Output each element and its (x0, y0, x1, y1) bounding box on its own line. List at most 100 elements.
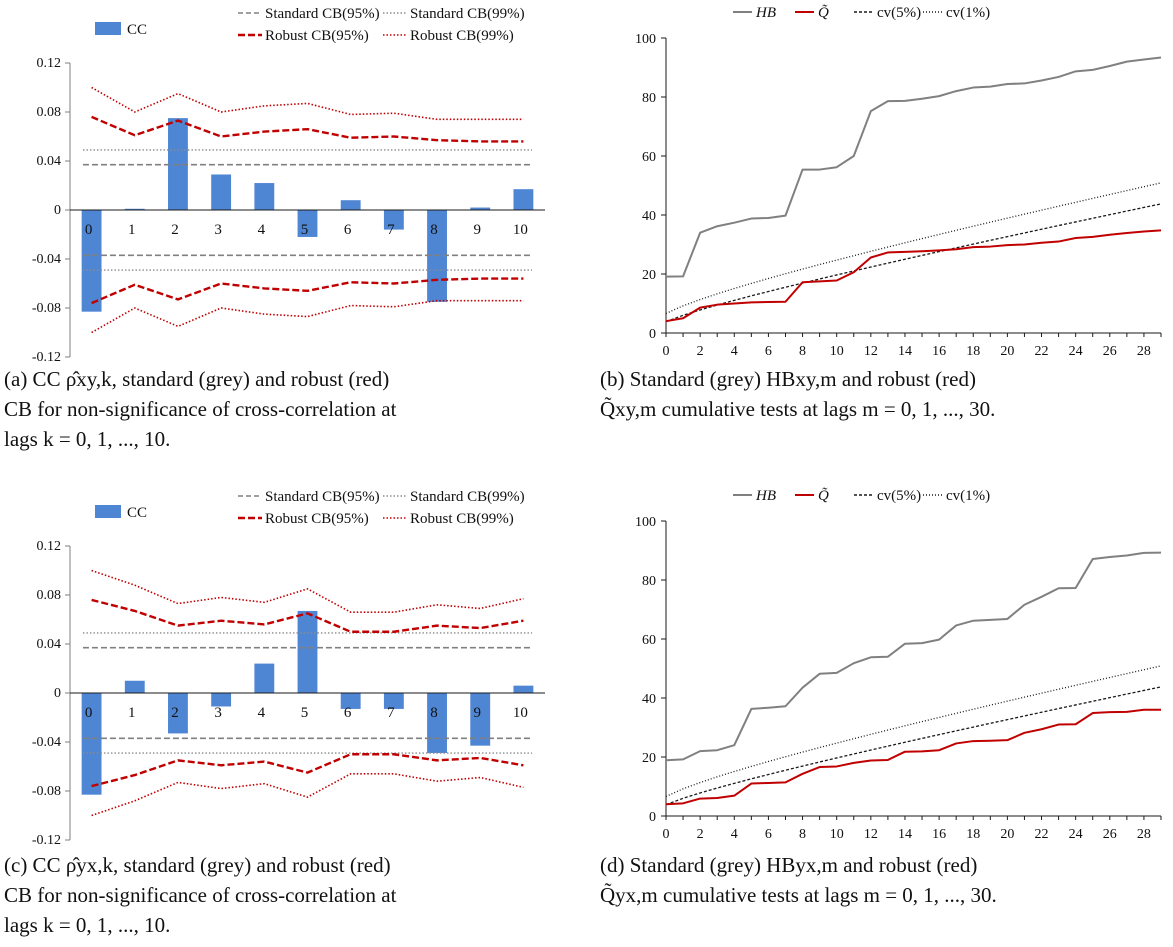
x-tick-label: 10 (830, 344, 844, 359)
cc-bar (211, 174, 232, 210)
legend-standard-cb99-label: Standard CB(99%) (410, 6, 525, 22)
legend-cv5-label: cv(5%) (877, 488, 921, 504)
y-tick-label: 100 (635, 515, 656, 530)
cc-bar (383, 210, 404, 230)
x-category-label: 3 (214, 222, 222, 238)
q-tilde-series-line (665, 229, 1162, 323)
x-tick-label: 24 (1069, 344, 1083, 359)
robust-cb95-upper (91, 598, 524, 633)
x-category-label: 5 (301, 222, 309, 238)
cc-bar (168, 693, 188, 734)
x-tick-label: 24 (1069, 827, 1083, 842)
y-tick-label: 40 (642, 209, 656, 224)
y-tick-label: 0.12 (37, 539, 62, 554)
legend-robust-cb95-label: Robust CB(95%) (265, 511, 369, 527)
chart-panel-a: CC Standard CB(95%) Standard CB(99%) Robust… (0, 0, 560, 365)
x-tick-label: 16 (932, 827, 946, 842)
y-tick-label: 0.12 (37, 56, 62, 71)
x-category-label: 5 (301, 705, 309, 721)
hb-series-line (665, 56, 1162, 278)
x-tick-label: 16 (932, 344, 946, 359)
x-category-label: 0 (85, 222, 93, 238)
cc-bar (470, 693, 491, 746)
legend-robust-cb99-label: Robust CB(99%) (410, 511, 514, 527)
cc-bar (513, 685, 534, 693)
y-tick-label: 0 (54, 203, 61, 218)
robust-cb99-lower (91, 299, 524, 334)
cc-bar-chart-yx: CC Standard CB(95%) Standard CB(99%) Robust… (32, 489, 545, 848)
legend-hb-label: HB (755, 5, 776, 21)
hb-series-line (665, 551, 1162, 762)
x-tick-label: 20 (1000, 827, 1014, 842)
cv1-series-line (665, 182, 1162, 315)
cc-bar-chart-xy: CC Standard CB(95%) Standard CB(99%) Robust… (32, 6, 545, 365)
robust-cb99-lower (91, 773, 524, 817)
x-tick-label: 2 (697, 827, 704, 842)
x-tick-label: 26 (1103, 827, 1117, 842)
caption-d-line-2: Q̃yx,m cumulative tests at lags m = 0, 1… (600, 883, 997, 907)
x-tick-label: 18 (966, 827, 980, 842)
y-tick-label: 80 (642, 91, 656, 106)
x-category-label: 2 (171, 222, 179, 238)
robust-cb95-upper (91, 115, 524, 143)
legend-q-tilde-label: Q̃ (818, 4, 829, 21)
chart-panel-b: HB Q̃ cv(5%) cv(1%) 0 20 40 60 80 100 0 2 4 6 8 10 12 14 1… (596, 0, 1168, 365)
x-tick-label: 6 (765, 344, 772, 359)
cc-bar (124, 208, 145, 210)
x-category-label: 6 (344, 705, 352, 721)
caption-c-line-1: (c) CC ρ̂yx,k, standard (grey) and robus… (4, 853, 391, 877)
legend-standard-cb95-label: Standard CB(95%) (265, 489, 380, 505)
y-tick-label: -0.08 (32, 301, 61, 316)
legend-q-tilde-label: Q̃ (818, 487, 829, 504)
y-tick-label: 60 (642, 633, 656, 648)
y-tick-label: 60 (642, 150, 656, 165)
legend-robust-cb95-label: Robust CB(95%) (265, 28, 369, 44)
caption-d-line-1: (d) Standard (grey) HByx,m and robust (r… (600, 853, 978, 877)
x-category-label: 2 (171, 705, 179, 721)
y-tick-label: -0.04 (32, 735, 61, 750)
cv1-series-line (665, 665, 1162, 798)
cc-bar (470, 207, 491, 210)
legend-cc-label: CC (127, 505, 147, 521)
y-tick-label: 0 (649, 327, 656, 342)
caption-c-line-3: lags k = 0, 1, ..., 10. (4, 913, 171, 937)
caption-d: (d) Standard (grey) HByx,m and robust (r… (600, 850, 997, 910)
cc-bar (81, 210, 102, 312)
y-tick-label: 0 (649, 810, 656, 825)
caption-a-line-1: (a) CC ρ̂xy,k, standard (grey) and robus… (4, 367, 390, 391)
x-tick-label: 6 (765, 827, 772, 842)
x-category-label: 7 (387, 222, 395, 238)
y-tick-label: 20 (642, 268, 656, 283)
x-category-label: 1 (128, 222, 136, 238)
x-tick-label: 14 (898, 827, 912, 842)
legend-cv5-label: cv(5%) (877, 5, 921, 21)
robust-cb95-lower (91, 277, 524, 305)
x-category-label: 10 (513, 705, 528, 721)
y-tick-label: -0.04 (32, 252, 61, 267)
legend-hb-label: HB (755, 488, 776, 504)
x-tick-label: 22 (1035, 344, 1049, 359)
x-category-label: 9 (473, 705, 481, 721)
x-category-label: 10 (513, 222, 528, 238)
x-category-label: 6 (344, 222, 352, 238)
legend-standard-cb99-label: Standard CB(99%) (410, 489, 525, 505)
cc-bar (340, 200, 361, 210)
x-category-label: 1 (128, 705, 136, 721)
robust-cb99-upper (91, 569, 524, 613)
y-tick-label: 0.08 (37, 105, 62, 120)
cc-bar (254, 663, 275, 693)
cc-bar (211, 693, 232, 707)
cc-bar (513, 189, 534, 210)
legend-standard-cb95-label: Standard CB(95%) (265, 6, 380, 22)
x-tick-label: 20 (1000, 344, 1014, 359)
x-category-label: 3 (214, 705, 222, 721)
y-tick-label: 80 (642, 574, 656, 589)
legend-cc-label: CC (127, 22, 147, 38)
legend-cv1-label: cv(1%) (946, 5, 990, 21)
caption-c-line-2: CB for non-significance of cross-correla… (4, 883, 397, 907)
chart-panel-c: CC Standard CB(95%) Standard CB(99%) Robust… (0, 483, 560, 848)
x-category-label: 4 (258, 222, 266, 238)
q-tilde-series-line (665, 708, 1161, 806)
x-tick-label: 4 (731, 344, 738, 359)
